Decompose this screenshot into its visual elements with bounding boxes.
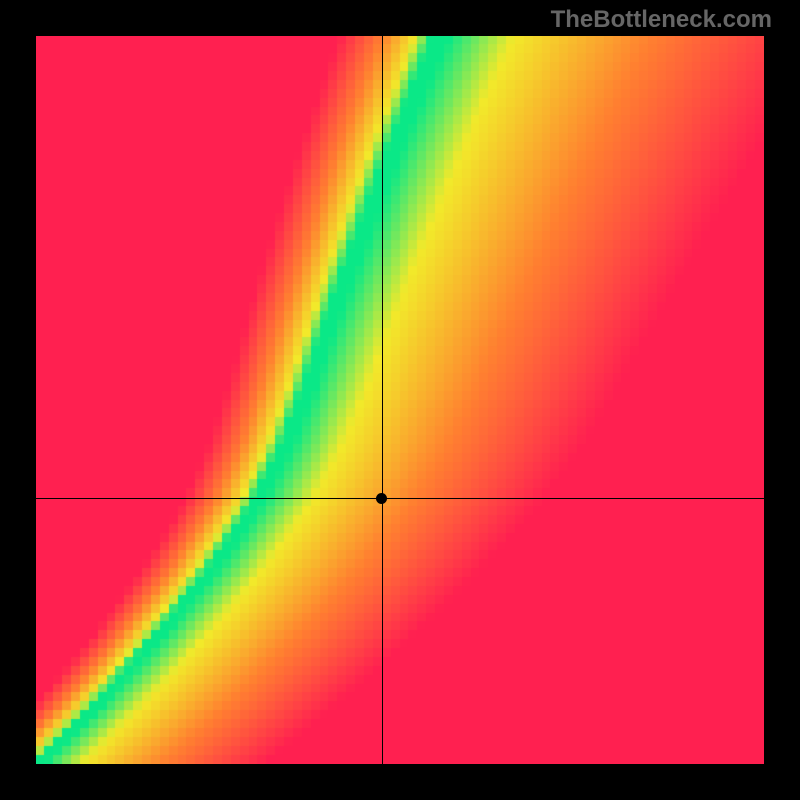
- crosshair-vertical: [382, 36, 383, 764]
- chart-container: TheBottleneck.com: [0, 0, 800, 800]
- data-point-marker: [376, 493, 387, 504]
- crosshair-horizontal: [36, 498, 764, 499]
- attribution-text: TheBottleneck.com: [551, 6, 772, 34]
- heatmap-canvas: [36, 36, 764, 764]
